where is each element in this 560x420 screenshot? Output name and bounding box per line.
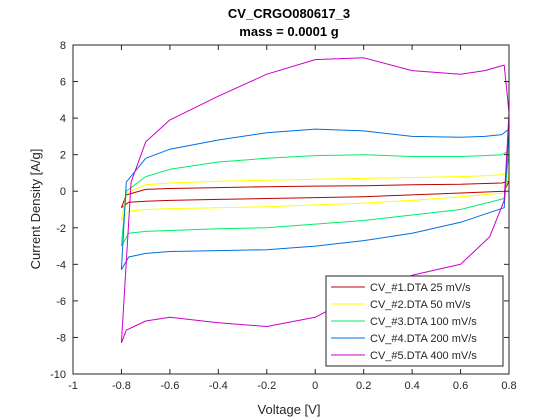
legend-label: CV_#5.DTA 400 mV/s <box>370 350 477 362</box>
axes-box <box>72 44 510 375</box>
x-tick-label: 0 <box>312 380 318 392</box>
x-tick-label: 0.6 <box>453 380 468 392</box>
y-tick-label: 4 <box>60 113 66 125</box>
x-tick-label: 0.2 <box>356 380 371 392</box>
y-tick-label: -8 <box>56 332 66 344</box>
series-line-3 <box>120 150 510 247</box>
x-tick-label: -0.8 <box>112 380 131 392</box>
y-tick-label: 8 <box>60 40 66 52</box>
y-tick-label: -10 <box>50 369 66 381</box>
y-axis-label: Current Density [A/g] <box>28 149 43 270</box>
x-tick-label: -0.4 <box>209 380 228 392</box>
legend-label: CV_#4.DTA 200 mV/s <box>370 333 477 345</box>
x-tick-label: 0.4 <box>404 380 419 392</box>
legend-label: CV_#2.DTA 50 mV/s <box>370 299 471 311</box>
legend: CV_#1.DTA 25 mV/s CV_#2.DTA 50 mV/s CV_#3.… <box>325 275 504 367</box>
y-tick-label: 6 <box>60 77 66 89</box>
y-tick-label: 0 <box>60 186 66 198</box>
axes: -1 -0.8 -0.6 -0.4 -0.2 0 0.2 0.4 0.6 0.8 -10 -8 -6 -4… <box>50 40 517 392</box>
plot-area <box>73 45 510 374</box>
y-tick-label: -2 <box>56 223 66 235</box>
x-tick-label: -0.6 <box>160 380 179 392</box>
x-axis-label: Voltage [V] <box>258 402 321 417</box>
chart-title-group: CV_CRGO080617_3 mass = 0.0001 g <box>228 6 350 39</box>
chart-title: CV_CRGO080617_3 <box>228 6 350 21</box>
chart-subtitle: mass = 0.0001 g <box>239 24 338 39</box>
y-tick-label: -6 <box>56 296 66 308</box>
x-tick-label: 0.8 <box>501 380 516 392</box>
x-tick-label: -1 <box>68 380 78 392</box>
legend-label: CV_#3.DTA 100 mV/s <box>370 316 477 328</box>
y-tick-label: 2 <box>60 150 66 162</box>
series-line-4 <box>120 128 510 271</box>
legend-label: CV_#1.DTA 25 mV/s <box>370 282 471 294</box>
x-tick-label: -0.2 <box>257 380 276 392</box>
y-tick-label: -4 <box>56 259 66 271</box>
